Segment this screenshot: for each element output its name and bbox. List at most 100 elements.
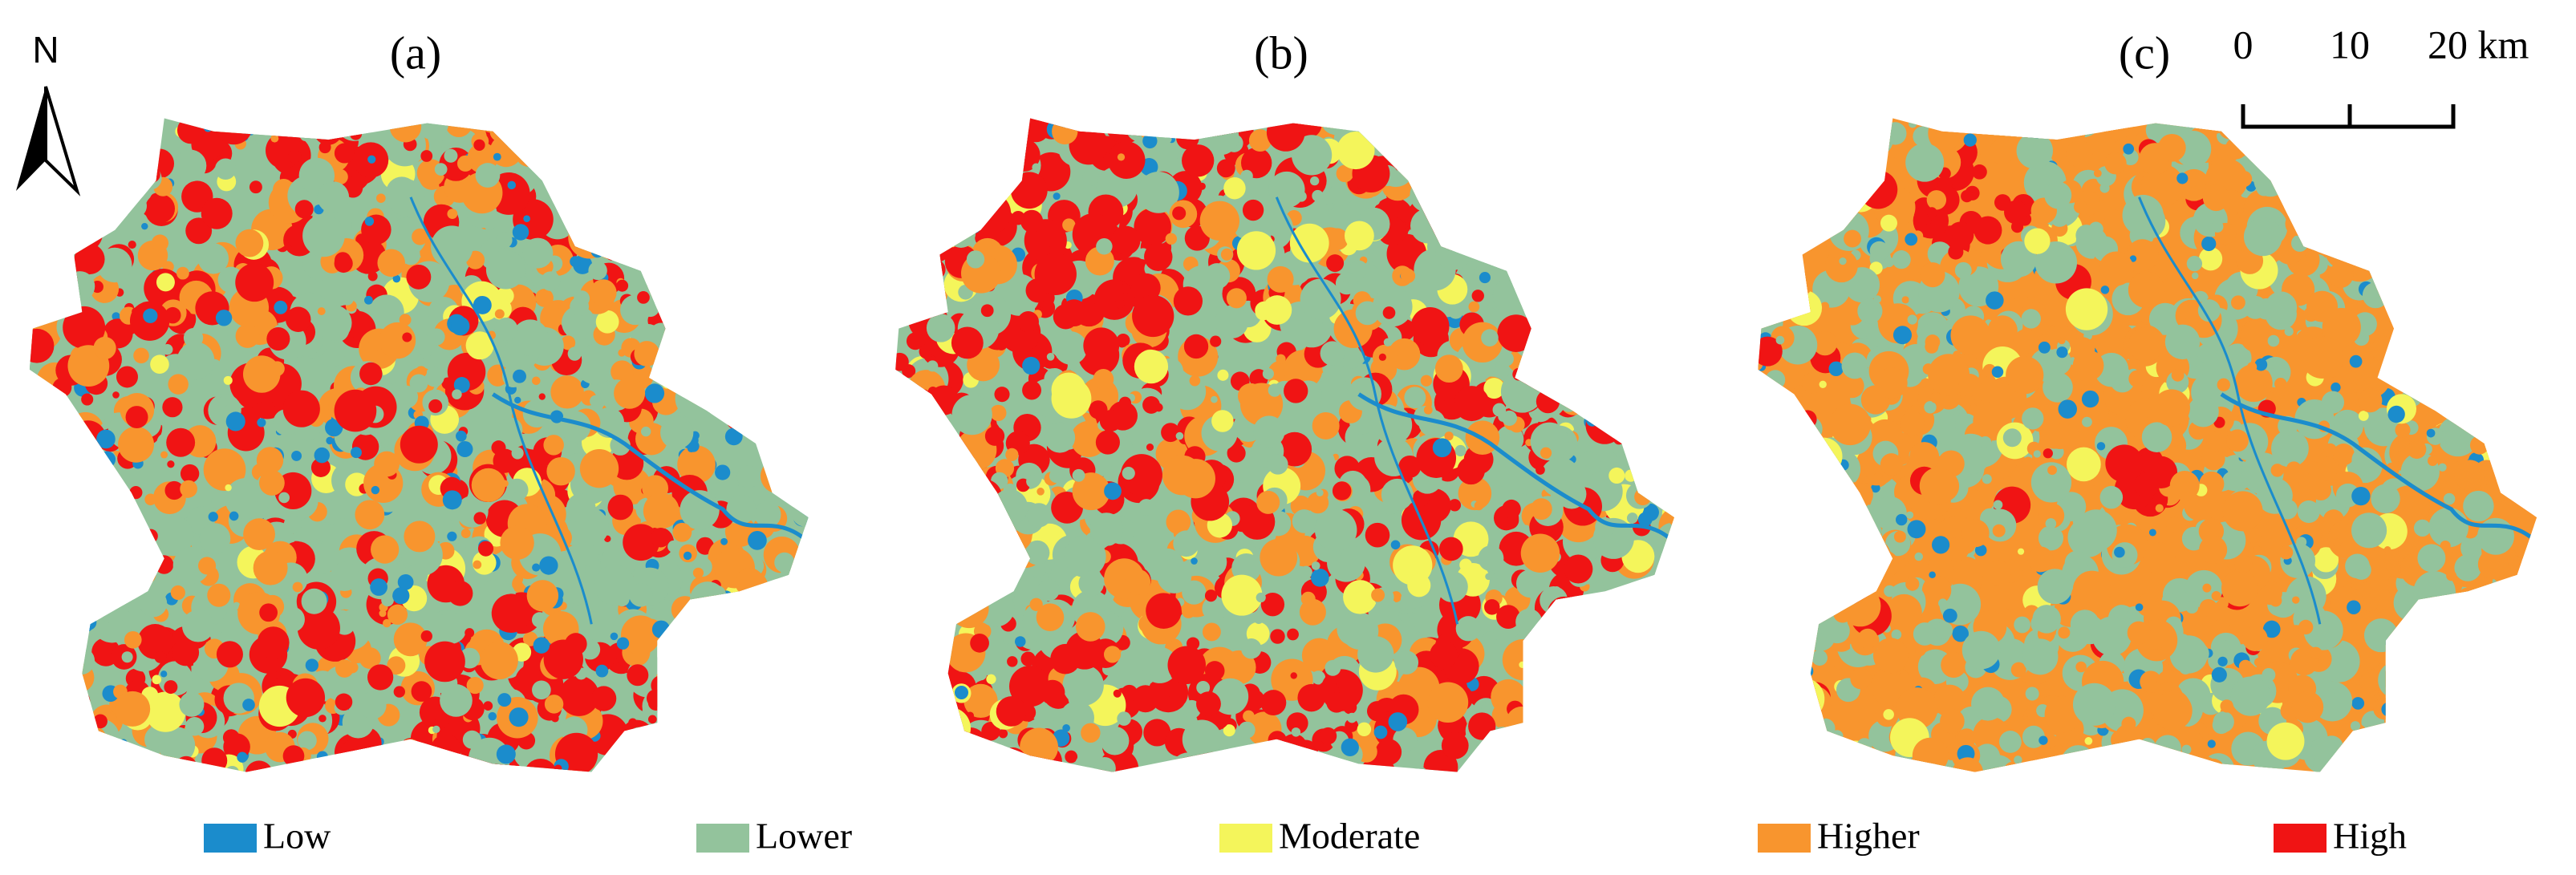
- map-patch: [980, 520, 1000, 540]
- map-patch: [172, 546, 210, 584]
- map-patch: [364, 217, 375, 226]
- map-patch: [917, 140, 945, 168]
- map-patch: [59, 592, 90, 622]
- map-patch: [1139, 747, 1149, 757]
- map-patch: [589, 195, 630, 236]
- map-patch: [1078, 570, 1105, 597]
- map-patch: [701, 166, 709, 174]
- map-patch: [1420, 118, 1458, 132]
- map-patch: [396, 385, 419, 408]
- map-patch: [711, 142, 750, 181]
- map-patch: [1625, 238, 1663, 277]
- map-patch: [1824, 193, 1846, 215]
- map-patch: [279, 606, 305, 633]
- map-patch: [1661, 588, 1674, 615]
- map-patch: [58, 703, 72, 717]
- map-patch: [758, 440, 777, 458]
- map-patch: [895, 427, 931, 467]
- map-patch: [1844, 196, 1854, 205]
- map-patch: [1034, 253, 1077, 295]
- map-patch: [1500, 370, 1544, 413]
- map-patch: [1457, 582, 1466, 592]
- map-patch: [1610, 343, 1639, 372]
- map-patch: [1483, 378, 1505, 399]
- map-patch: [2439, 673, 2448, 681]
- map-patch: [1501, 410, 1518, 426]
- map-patch: [160, 451, 168, 459]
- map-patch: [659, 650, 684, 675]
- map-patch: [2320, 124, 2363, 166]
- map-patch: [1803, 545, 1813, 555]
- map-patch: [764, 190, 785, 211]
- map-patch: [924, 569, 954, 598]
- map-patch: [1631, 367, 1649, 386]
- map-patch: [1349, 260, 1368, 279]
- map-patch: [168, 374, 189, 395]
- map-patch: [2339, 118, 2373, 142]
- map-patch: [2158, 277, 2187, 306]
- map-patch: [1103, 646, 1122, 663]
- map-patch: [1064, 535, 1106, 578]
- map-patch: [29, 671, 57, 708]
- map-patch: [1652, 387, 1672, 407]
- map-patch: [670, 748, 712, 772]
- map-patch: [738, 610, 774, 646]
- map-patch: [2433, 595, 2463, 626]
- map-patch: [910, 169, 918, 177]
- map-patch: [905, 532, 920, 547]
- map-patch: [1577, 333, 1596, 352]
- map-patch: [921, 599, 934, 611]
- map-patch: [466, 676, 484, 695]
- map-patch: [2331, 382, 2341, 393]
- map-patch: [1655, 643, 1666, 655]
- map-patch: [994, 387, 1010, 403]
- map-patch: [1117, 153, 1126, 161]
- map-patch: [2436, 320, 2468, 353]
- map-patch: [803, 318, 809, 338]
- map-patch: [2489, 326, 2513, 350]
- map-patch: [2339, 154, 2348, 164]
- map-patch: [2391, 343, 2414, 367]
- map-patch: [2503, 234, 2525, 256]
- map-patch: [798, 581, 809, 593]
- map-patch: [980, 546, 1020, 586]
- map-patch: [1596, 289, 1625, 318]
- map-patch: [670, 157, 696, 184]
- map-patch: [2534, 538, 2537, 549]
- map-patch: [690, 699, 725, 735]
- map-patch: [1256, 592, 1266, 603]
- map-patch: [703, 704, 746, 747]
- map-patch: [1608, 266, 1649, 306]
- map-patch: [2038, 341, 2051, 354]
- map-patch: [1966, 250, 1982, 265]
- map-patch: [1480, 220, 1512, 252]
- map-patch: [928, 707, 972, 750]
- map-patch: [72, 190, 100, 218]
- map-patch: [2449, 156, 2456, 164]
- map-patch: [2475, 594, 2485, 605]
- map-patch: [752, 743, 785, 772]
- map-patch: [1502, 639, 1544, 681]
- map-patch: [2428, 758, 2443, 772]
- map-patch: [80, 179, 122, 221]
- map-patch: [118, 426, 155, 463]
- map-patch: [70, 479, 98, 507]
- map-patch: [1551, 719, 1565, 734]
- map-patch: [1211, 395, 1218, 403]
- map-patch: [931, 122, 943, 135]
- map-patch: [29, 731, 34, 739]
- map-patch: [1095, 430, 1120, 455]
- map-patch: [801, 608, 809, 621]
- map-patch: [383, 118, 396, 124]
- map-patch: [579, 449, 619, 488]
- map-patch: [1036, 603, 1065, 631]
- map-patch: [1657, 135, 1673, 151]
- map-patch: [1547, 596, 1581, 630]
- map-patch: [674, 136, 706, 168]
- map-patch: [2341, 188, 2383, 229]
- map-patch: [81, 393, 94, 406]
- map-patch: [2446, 570, 2457, 581]
- map-patch: [359, 691, 387, 719]
- map-patch: [606, 249, 618, 261]
- map-patch: [577, 139, 591, 153]
